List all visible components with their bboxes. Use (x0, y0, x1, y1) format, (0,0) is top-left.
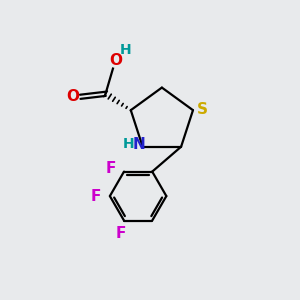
Text: F: F (106, 161, 116, 176)
Text: H: H (123, 137, 134, 152)
Text: H: H (120, 43, 131, 57)
Text: O: O (109, 53, 122, 68)
Text: O: O (67, 89, 80, 104)
Text: N: N (132, 137, 145, 152)
Text: F: F (90, 189, 101, 204)
Text: F: F (116, 226, 126, 241)
Text: S: S (196, 102, 207, 117)
